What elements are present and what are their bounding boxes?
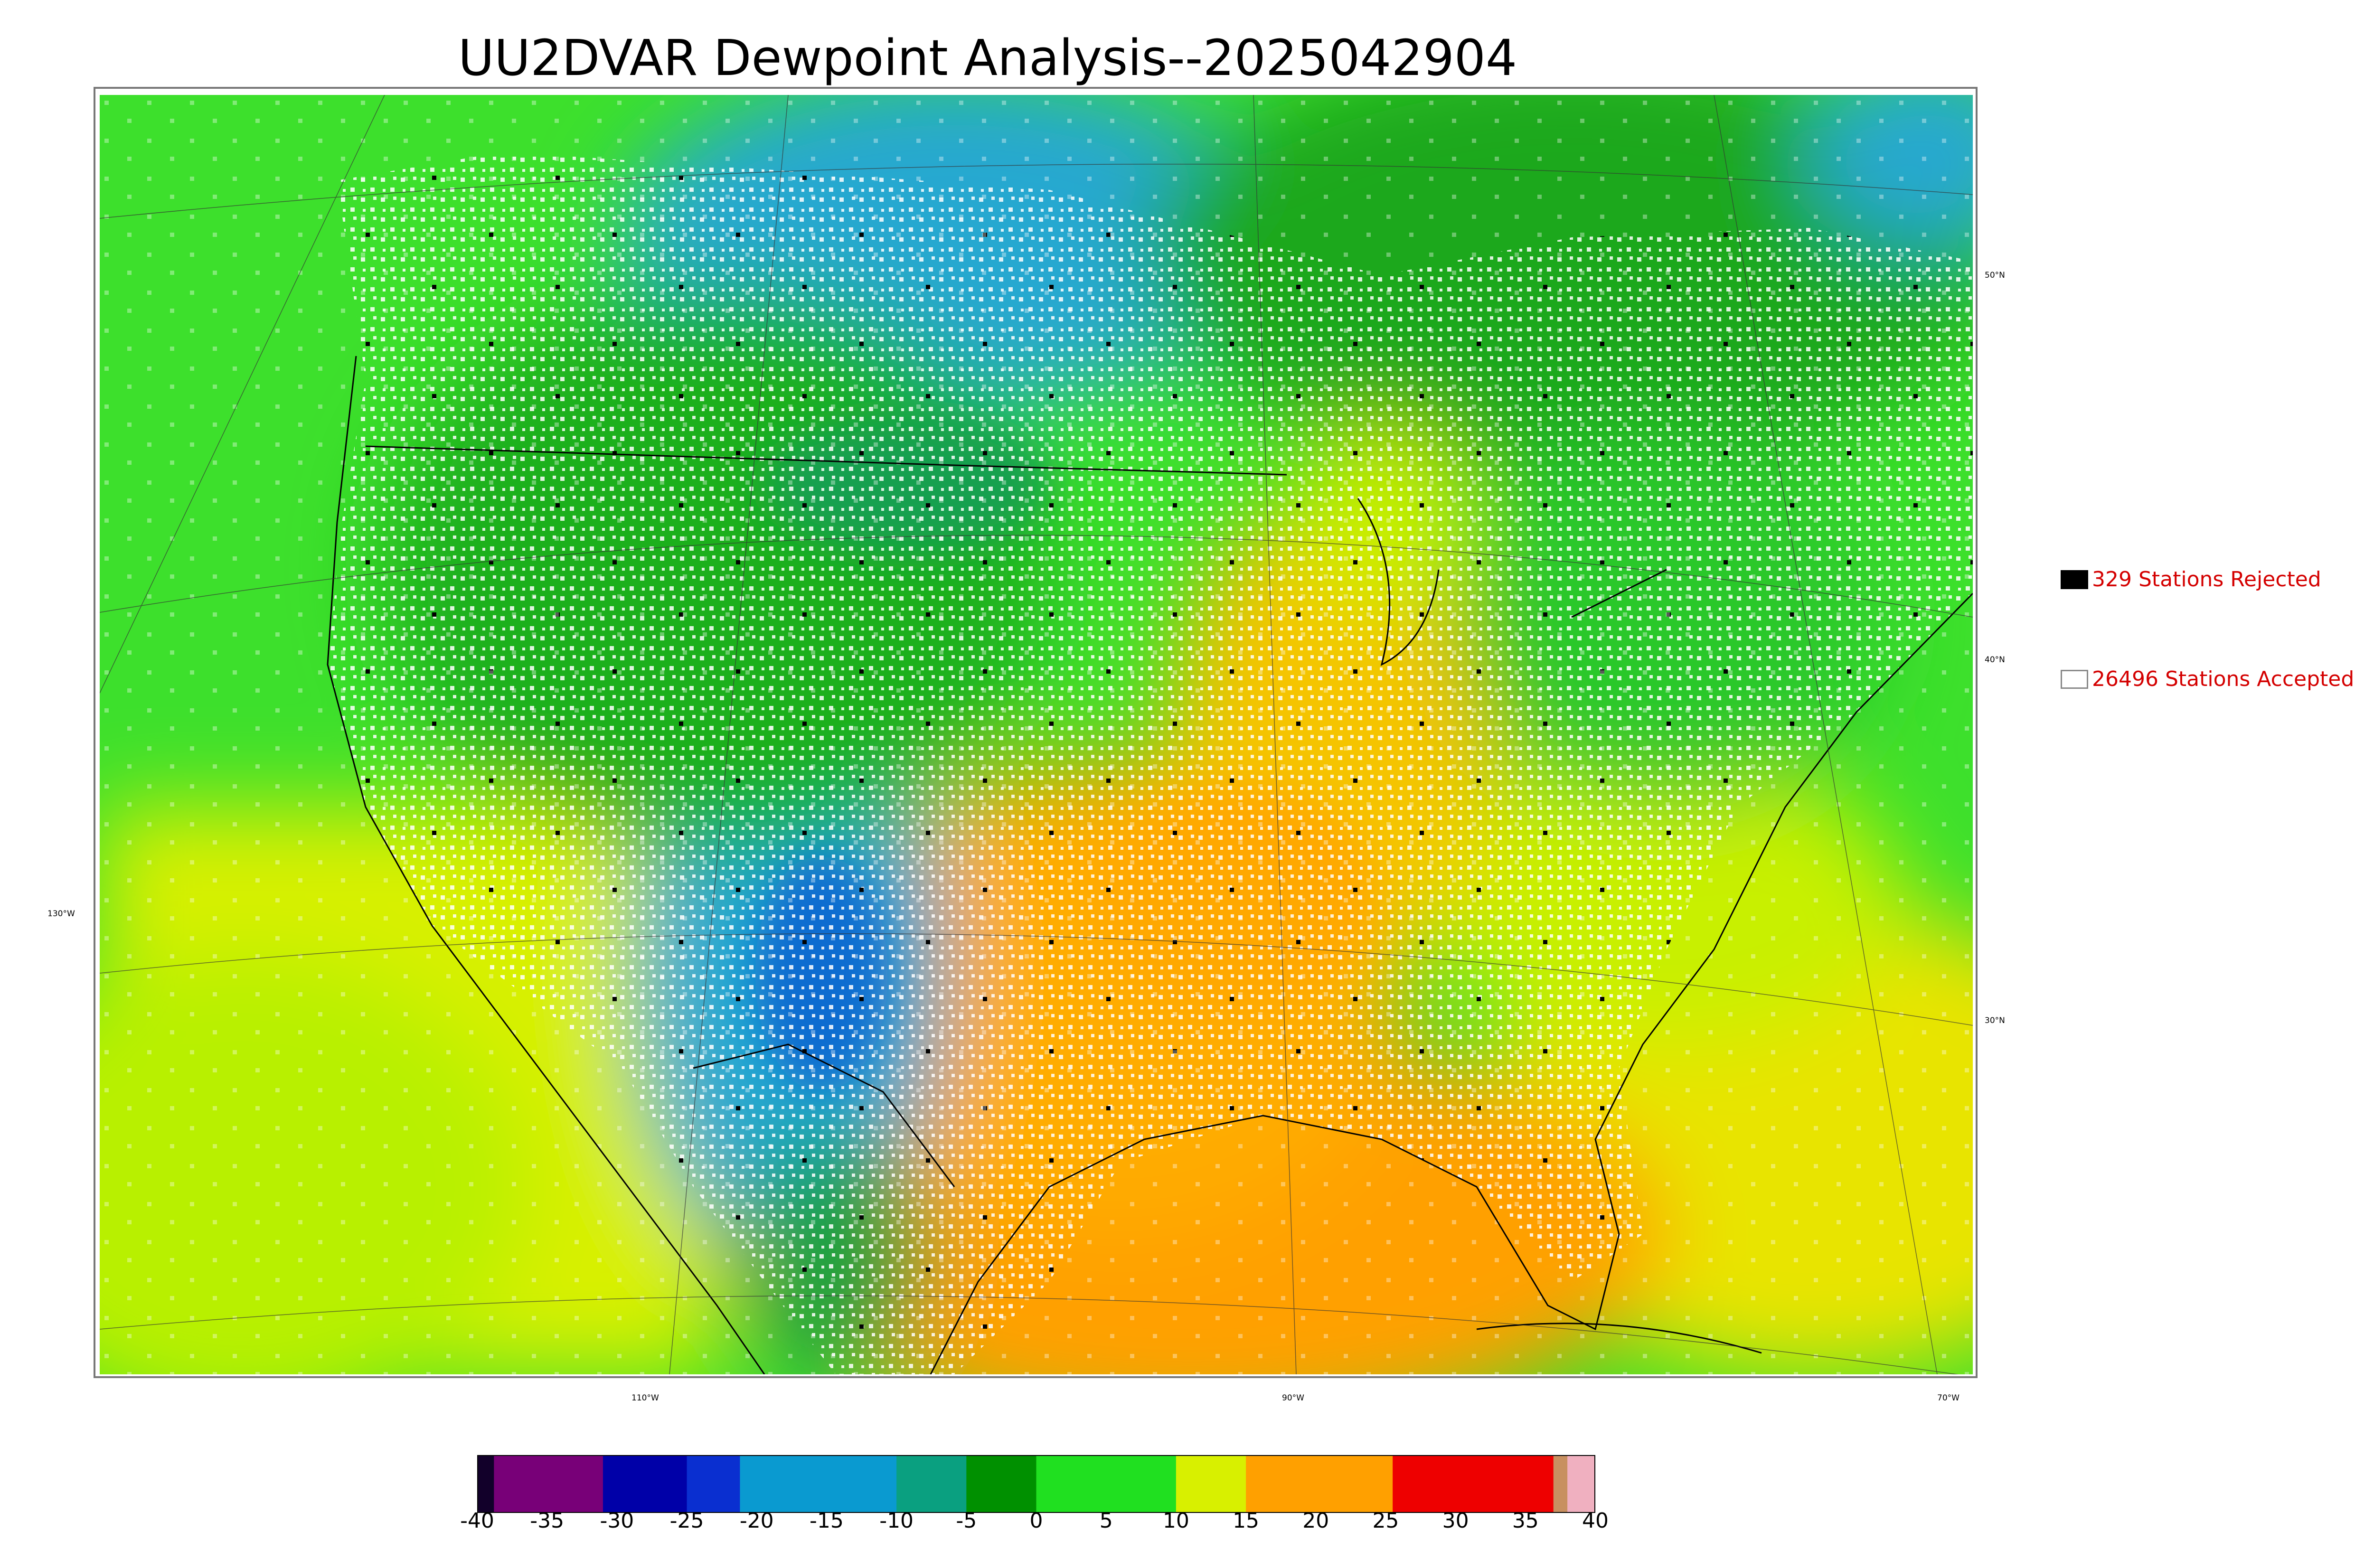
lon-label-90: 90°W [1282,1393,1304,1403]
colorbar-segment [740,1455,897,1513]
legend-rejected: 329 Stations Rejected [2061,567,2321,592]
accepted-swatch [2061,669,2088,689]
colorbar-tick-label: -20 [739,1509,774,1533]
colorbar-segment [1036,1455,1177,1513]
legend-accepted: 26496 Stations Accepted [2061,667,2354,691]
rejected-swatch [2061,570,2088,589]
colorbar-tick-label: 20 [1302,1509,1329,1533]
lat-label-30: 30°N [1985,1016,2005,1025]
colorbar-tick-label: 25 [1372,1509,1399,1533]
colorbar-segment [1393,1455,1554,1513]
colorbar-tick-label: 5 [1099,1509,1113,1533]
colorbar-tick-label: -40 [460,1509,494,1533]
colorbar-segment [1567,1455,1595,1513]
lon-label-70: 70°W [1937,1393,1959,1403]
colorbar-tick-label: 0 [1029,1509,1043,1533]
colorbar-tick-label: -10 [879,1509,914,1533]
colorbar-tick-label: -15 [810,1509,844,1533]
graticule [100,95,1973,1374]
colorbar-segment [659,1455,688,1513]
map-title: UU2DVAR Dewpoint Analysis--2025042904 [458,29,1517,87]
colorbar-tick-label: -35 [530,1509,565,1533]
map-boundaries [327,356,1973,1374]
colorbar-tick-label: -25 [669,1509,704,1533]
colorbar-segment [477,1455,494,1513]
colorbar-segment [896,1455,967,1513]
offshore-stations [100,95,1973,1374]
lon-label-130: 130°W [47,909,75,919]
colorbar-tick-label: 10 [1162,1509,1189,1533]
colorbar-tick-label: -30 [600,1509,634,1533]
lon-label-110: 110°W [631,1393,659,1403]
colorbar-tick-label: 35 [1512,1509,1539,1533]
colorbar-tick-label: 40 [1582,1509,1609,1533]
colorbar-tick-label: -5 [956,1509,977,1533]
lat-label-50: 50°N [1985,271,2005,280]
colorbar-segment [494,1455,547,1513]
colorbar-segment [1246,1455,1393,1513]
colorbar-tick-label: 30 [1442,1509,1469,1533]
colorbar-segment [1553,1455,1568,1513]
colorbar-segment [966,1455,1036,1513]
colorbar-segment [1176,1455,1246,1513]
colorbar-segment [547,1455,603,1513]
accepted-label: 26496 Stations Accepted [2092,667,2355,691]
rejected-label: 329 Stations Rejected [2092,567,2321,592]
lat-label-40: 40°N [1985,655,2005,665]
colorbar [477,1455,1595,1513]
dewpoint-map [100,95,1973,1374]
colorbar-segment [603,1455,659,1513]
colorbar-segment [687,1455,740,1513]
colorbar-tick-label: 15 [1233,1509,1260,1533]
